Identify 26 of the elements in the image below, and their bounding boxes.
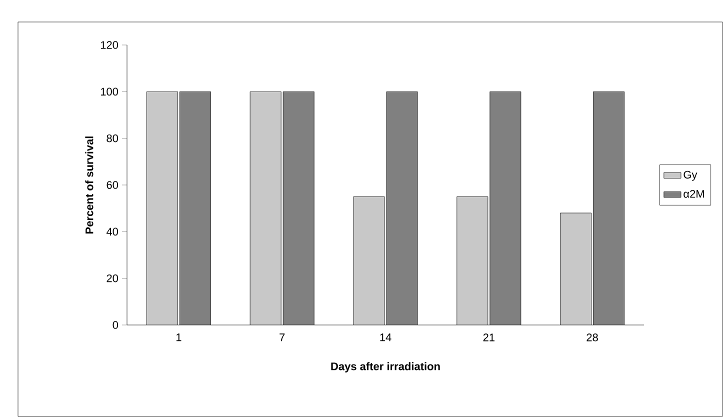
bar <box>250 92 282 325</box>
bar <box>593 91 625 325</box>
x-tick-label: 28 <box>586 334 598 342</box>
y-tick-label: 100 <box>100 88 118 96</box>
bar <box>386 92 418 325</box>
bar <box>560 212 592 325</box>
legend-label: α2M <box>684 190 704 198</box>
y-tick-label: 0 <box>112 321 118 329</box>
y-tick-label: 80 <box>106 134 118 142</box>
x-tick-label: 14 <box>380 334 392 342</box>
bar <box>490 92 521 325</box>
y-tick-label: 120 <box>100 41 118 49</box>
y-tick-label: 40 <box>106 228 118 236</box>
x-tick-label: 7 <box>280 334 285 342</box>
bar <box>283 92 314 325</box>
y-tick-label: 60 <box>106 181 118 189</box>
bar <box>456 196 488 325</box>
bar <box>146 92 178 325</box>
bar <box>180 92 211 325</box>
x-tick-label: 1 <box>176 334 182 342</box>
x-axis-title: Days after irradiation <box>331 362 440 372</box>
legend-label: Gy <box>684 170 698 181</box>
x-tick-label: 21 <box>483 334 494 342</box>
bar <box>353 196 384 325</box>
y-tick-label: 20 <box>106 274 118 282</box>
y-axis-title: Percent of survival <box>85 136 94 234</box>
